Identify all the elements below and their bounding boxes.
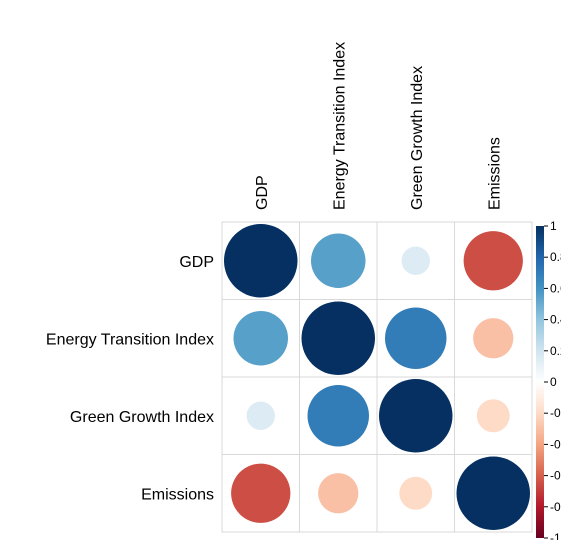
correlation-circle xyxy=(233,311,288,366)
colorbar-tick-label: 0.2 xyxy=(550,344,561,358)
column-label: Energy Transition Index xyxy=(331,42,348,210)
row-label: GDP xyxy=(179,254,214,271)
grid-cell xyxy=(299,454,378,533)
colorbar-tick-label: 1 xyxy=(550,219,557,233)
colorbar-tick-label: -1 xyxy=(550,531,561,540)
colorbar-tick-label: -0.6 xyxy=(550,469,561,483)
column-label: Emissions xyxy=(486,137,503,210)
column-labels: GDP Energy Transition Index Green Growth I… xyxy=(254,42,504,210)
colorbar-tick-label: -0.2 xyxy=(550,406,561,420)
correlation-circle xyxy=(476,399,510,433)
correlation-circle xyxy=(379,379,453,453)
correlation-circle xyxy=(311,233,366,288)
correlation-circle xyxy=(473,318,514,359)
correlation-circle xyxy=(301,301,375,375)
colorbar-tick-label: 0 xyxy=(550,375,557,389)
colorbar-gradient xyxy=(536,226,544,538)
row-labels: GDP Energy Transition Index Green Growth I… xyxy=(46,254,214,504)
correlation-circle xyxy=(246,401,275,430)
colorbar-tick-label: 0.6 xyxy=(550,281,561,295)
correlation-circle xyxy=(307,385,369,447)
row-label: Green Growth Index xyxy=(70,409,214,426)
colorbar-tick-label: 0.4 xyxy=(550,313,561,327)
colorbar-tick-label: -0.8 xyxy=(550,500,561,514)
column-label: Green Growth Index xyxy=(409,66,426,210)
grid-cell xyxy=(454,299,533,378)
correlation-circle xyxy=(401,246,430,275)
row-label: Energy Transition Index xyxy=(46,331,214,348)
correlation-circle xyxy=(318,473,359,514)
colorbar-tick-label: 0.8 xyxy=(550,250,561,264)
colorbar-tick-label: -0.4 xyxy=(550,437,561,451)
row-label: Emissions xyxy=(141,486,214,503)
colorbar: 1 0.8 0.6 0.4 0.2 0 -0.2 -0.4 -0.6 -0.8 -1 xyxy=(536,219,561,540)
correlation-circle xyxy=(231,463,291,523)
column-label: GDP xyxy=(254,175,271,210)
correlation-circle xyxy=(224,224,298,298)
correlation-circle xyxy=(463,231,523,291)
correlation-circles xyxy=(224,224,530,530)
correlation-circle xyxy=(385,307,447,369)
correlation-circle xyxy=(456,456,530,530)
correlation-circle xyxy=(399,476,433,510)
